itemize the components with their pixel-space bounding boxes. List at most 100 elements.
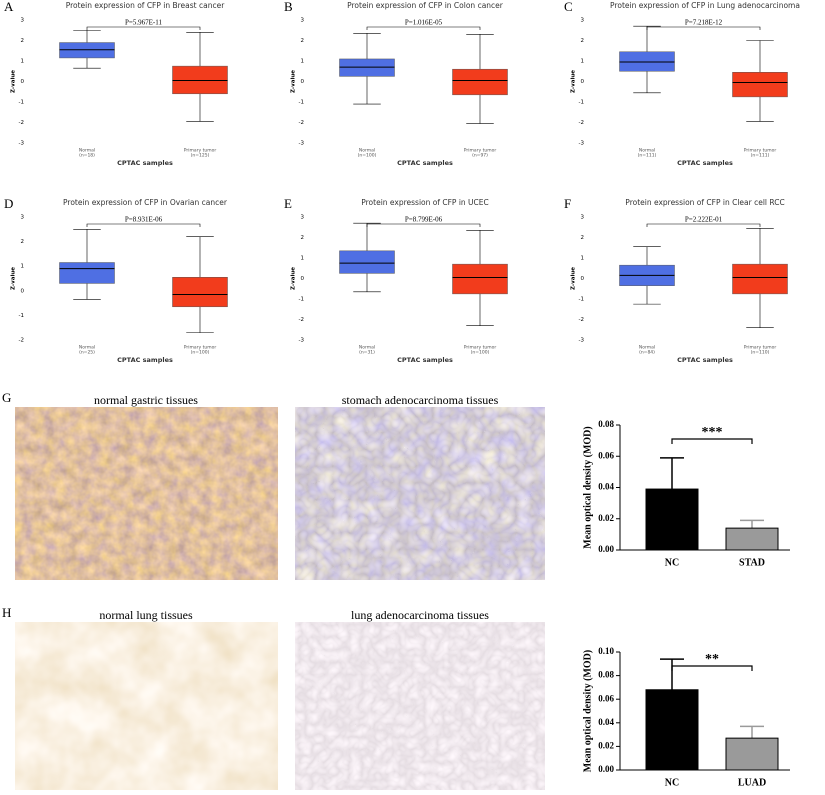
- count-label: (n=18): [79, 153, 95, 159]
- y-tick-label: -2: [579, 317, 584, 323]
- x-tick-label: Normal: [79, 148, 95, 154]
- bar: [645, 689, 699, 771]
- y-tick-label: -3: [299, 338, 305, 344]
- x-tick-label: LUAD: [738, 777, 766, 788]
- y-tick-label: 0.04: [598, 482, 614, 492]
- y-tick-label: 2: [21, 239, 25, 245]
- y-tick-label: -1: [19, 313, 24, 319]
- p-value: P=8.799E-06: [405, 216, 443, 224]
- p-value: P=5.967E-11: [125, 19, 162, 27]
- y-axis-label: Z-value: [571, 70, 577, 93]
- count-label: (n=100): [191, 350, 210, 356]
- x-axis-label: CPTAC samples: [677, 356, 733, 364]
- x-tick-label: Normal: [639, 148, 655, 154]
- y-tick-label: 2: [301, 235, 305, 241]
- chart-title: Protein expression of CFP in Ovarian can…: [63, 198, 228, 207]
- y-tick-label: -3: [299, 141, 305, 147]
- x-axis-label: CPTAC samples: [117, 356, 173, 364]
- y-tick-label: 0.06: [598, 450, 614, 460]
- count-label: (n=100): [471, 350, 490, 356]
- chart-title: Protein expression of CFP in Breast canc…: [66, 1, 226, 10]
- y-tick-label: 1: [581, 256, 585, 262]
- y-tick-label: 0: [581, 79, 585, 85]
- panel-letter: B: [284, 0, 293, 14]
- panel-letter: E: [284, 196, 292, 211]
- x-tick-label: NC: [665, 777, 679, 788]
- count-label: (n=100): [358, 153, 377, 159]
- box: [172, 65, 228, 95]
- y-tick-label: -3: [19, 141, 25, 147]
- y-tick-label: -2: [19, 338, 24, 344]
- y-tick-label: 1: [21, 264, 25, 270]
- y-tick-label: 0.00: [598, 544, 614, 554]
- significance-bracket: [86, 223, 201, 227]
- count-label: (n=110): [751, 350, 770, 356]
- x-axis-label: CPTAC samples: [677, 159, 733, 167]
- x-tick-label: Primary tumor: [744, 345, 777, 351]
- y-tick-label: -2: [19, 120, 24, 126]
- x-tick-label: Primary tumor: [464, 148, 497, 154]
- x-axis-label: CPTAC samples: [397, 159, 453, 167]
- y-tick-label: 2: [581, 38, 585, 44]
- x-tick-label: Normal: [359, 345, 375, 351]
- y-tick-label: -2: [299, 317, 304, 323]
- count-label: (n=84): [639, 350, 655, 356]
- y-tick-label: 0: [21, 288, 25, 294]
- y-tick-label: 3: [301, 215, 305, 221]
- panel-letter: H: [2, 605, 11, 620]
- y-tick-label: 1: [301, 256, 305, 262]
- chart-title: Protein expression of CFP in Lung adenoc…: [610, 1, 800, 10]
- panel-letter: A: [4, 0, 14, 14]
- box: [732, 72, 788, 98]
- box: [452, 68, 508, 96]
- significance-bracket: [86, 26, 201, 30]
- y-tick-label: 0: [581, 276, 585, 282]
- y-tick-label: -2: [299, 120, 304, 126]
- y-axis-label: Z-value: [291, 267, 297, 290]
- histology-image: [15, 407, 278, 580]
- y-tick-label: 0.06: [598, 693, 614, 703]
- y-tick-label: 0.08: [598, 670, 614, 680]
- count-label: (n=97): [472, 153, 488, 159]
- y-tick-label: -1: [579, 297, 584, 303]
- image-title: lung adenocarcinoma tissues: [351, 608, 489, 622]
- p-value: P=7.218E-12: [685, 19, 723, 27]
- box: [172, 277, 228, 308]
- p-value: P=1.016E-05: [405, 19, 443, 27]
- y-axis-label: Z-value: [571, 267, 577, 290]
- count-label: (n=25): [79, 350, 95, 356]
- y-tick-label: -1: [19, 100, 24, 106]
- panel-letter: C: [564, 0, 573, 14]
- image-title: stomach adenocarcinoma tissues: [342, 393, 499, 407]
- y-tick-label: 0: [301, 276, 305, 282]
- image-title: normal lung tissues: [99, 608, 193, 622]
- y-axis-label: Z-value: [11, 70, 17, 93]
- histology-image: [295, 407, 545, 580]
- x-tick-label: Primary tumor: [184, 148, 217, 154]
- box: [59, 42, 115, 59]
- y-tick-label: -1: [579, 100, 584, 106]
- y-tick-label: 0.00: [598, 764, 614, 774]
- y-tick-label: -2: [579, 120, 584, 126]
- box: [339, 250, 395, 274]
- chart-title: Protein expression of CFP in UCEC: [361, 198, 489, 207]
- count-label: (n=111): [751, 153, 770, 159]
- y-tick-label: 0.02: [598, 740, 614, 750]
- y-axis-label: Z-value: [11, 267, 17, 290]
- box: [619, 51, 675, 72]
- x-tick-label: Normal: [79, 345, 95, 351]
- y-tick-label: 0: [21, 79, 25, 85]
- y-tick-label: 0.10: [598, 646, 614, 656]
- y-tick-label: 3: [581, 18, 585, 24]
- x-tick-label: Primary tumor: [464, 345, 497, 351]
- y-tick-label: 0.04: [598, 717, 614, 727]
- y-axis-label: Mean optical density (MOD): [582, 650, 593, 773]
- count-label: (n=31): [359, 350, 375, 356]
- panel-letter: G: [2, 390, 11, 405]
- box: [59, 262, 115, 284]
- y-tick-label: 1: [21, 59, 25, 65]
- box: [452, 263, 508, 295]
- y-tick-label: 1: [301, 59, 305, 65]
- y-tick-label: -1: [299, 100, 304, 106]
